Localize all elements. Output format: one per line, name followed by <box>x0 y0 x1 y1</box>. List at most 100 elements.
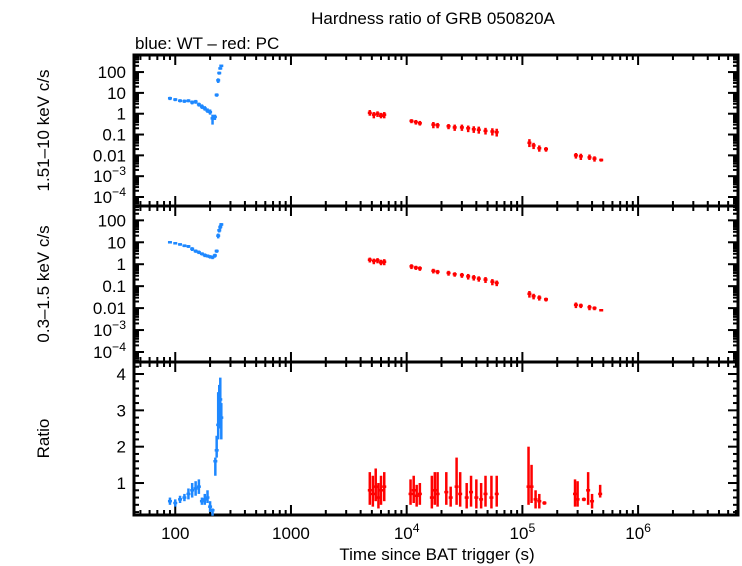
panel-2: 1 2 3 4 Ratio 100 1000 104 105 106 <box>34 360 740 543</box>
data-point <box>529 464 534 504</box>
y-tick-label: 3 <box>117 401 126 420</box>
y-tick-label: 1 <box>117 255 126 274</box>
data-point <box>214 93 219 97</box>
data-point <box>190 483 195 498</box>
series-WT <box>167 64 224 125</box>
data-point <box>182 493 187 502</box>
data-point <box>193 481 198 496</box>
y-tick-label: 0.1 <box>102 277 126 296</box>
y-tick-label: 10−3 <box>93 318 126 340</box>
x-tick-label: 1000 <box>272 524 310 543</box>
y-tick-label: 10−4 <box>93 185 126 207</box>
series-PC <box>367 110 604 162</box>
data-point <box>446 270 451 276</box>
data-point <box>599 158 604 162</box>
data-point <box>452 124 457 131</box>
data-point <box>214 435 219 458</box>
data-point <box>190 247 195 252</box>
data-point <box>409 119 414 124</box>
data-point <box>375 258 380 264</box>
data-point <box>417 483 422 505</box>
plot-frame <box>132 204 740 364</box>
data-point <box>448 486 453 507</box>
data-point <box>435 122 440 129</box>
data-point <box>573 152 578 159</box>
data-point <box>544 147 549 152</box>
x-tick-label: 105 <box>510 521 536 543</box>
data-point <box>471 275 476 281</box>
data-point <box>367 257 372 263</box>
data-point <box>210 508 215 516</box>
data-point <box>182 244 187 248</box>
data-point <box>483 127 488 135</box>
data-point <box>173 242 178 245</box>
data-point <box>167 96 172 101</box>
data-point <box>375 111 380 117</box>
data-point <box>199 497 204 505</box>
data-point <box>466 273 471 280</box>
data-point <box>196 479 201 494</box>
y-tick-label: 100 <box>98 211 126 230</box>
y-axis-label: 0.3–1.5 keV c/s <box>34 225 53 342</box>
data-point <box>178 99 183 103</box>
y-axis-label: 1.51–10 keV c/s <box>34 70 53 192</box>
data-point <box>379 475 384 505</box>
data-point <box>417 266 422 271</box>
data-point <box>193 99 198 104</box>
data-point <box>587 304 592 311</box>
data-point <box>199 252 204 256</box>
data-point <box>494 475 499 507</box>
data-point <box>578 303 583 309</box>
data-point <box>431 122 436 129</box>
data-point <box>382 259 387 266</box>
y-tick-label: 1 <box>117 105 126 124</box>
chart-title: Hardness ratio of GRB 050820A <box>311 9 555 28</box>
data-point <box>586 472 591 505</box>
data-point <box>471 126 476 133</box>
data-point <box>370 475 375 507</box>
data-point <box>474 479 479 509</box>
data-point <box>413 119 418 125</box>
data-point <box>444 472 449 505</box>
data-point <box>205 490 210 504</box>
y-tick-label: 0.01 <box>93 146 126 165</box>
y-tick-label: 10 <box>107 84 126 103</box>
data-point <box>219 64 224 68</box>
data-point <box>408 479 413 505</box>
data-point <box>429 475 434 509</box>
data-point <box>196 102 201 107</box>
data-point <box>196 250 201 255</box>
data-point <box>213 457 218 476</box>
data-point <box>208 109 213 115</box>
data-point <box>367 110 372 116</box>
data-point <box>199 104 204 109</box>
data-point <box>173 499 178 507</box>
y-tick-label: 1 <box>117 474 126 493</box>
data-point <box>494 128 499 137</box>
data-point <box>214 249 219 253</box>
data-point <box>178 495 183 504</box>
data-point <box>202 106 207 111</box>
data-point <box>216 78 221 83</box>
data-point <box>431 268 436 274</box>
data-point <box>414 484 419 507</box>
data-point <box>537 145 542 152</box>
y-tick-label: 2 <box>117 438 126 457</box>
data-point <box>186 99 191 103</box>
data-point <box>216 233 221 239</box>
data-point <box>531 142 536 150</box>
series-WT <box>167 377 224 516</box>
data-point <box>592 156 597 162</box>
data-point <box>371 258 376 265</box>
data-point <box>367 472 372 505</box>
data-point <box>371 112 376 119</box>
data-point <box>466 125 471 133</box>
y-axis-label: Ratio <box>34 419 53 459</box>
data-point <box>476 276 481 282</box>
data-point <box>435 269 440 275</box>
data-point <box>182 99 187 103</box>
data-point <box>167 497 172 505</box>
data-point <box>469 475 474 507</box>
